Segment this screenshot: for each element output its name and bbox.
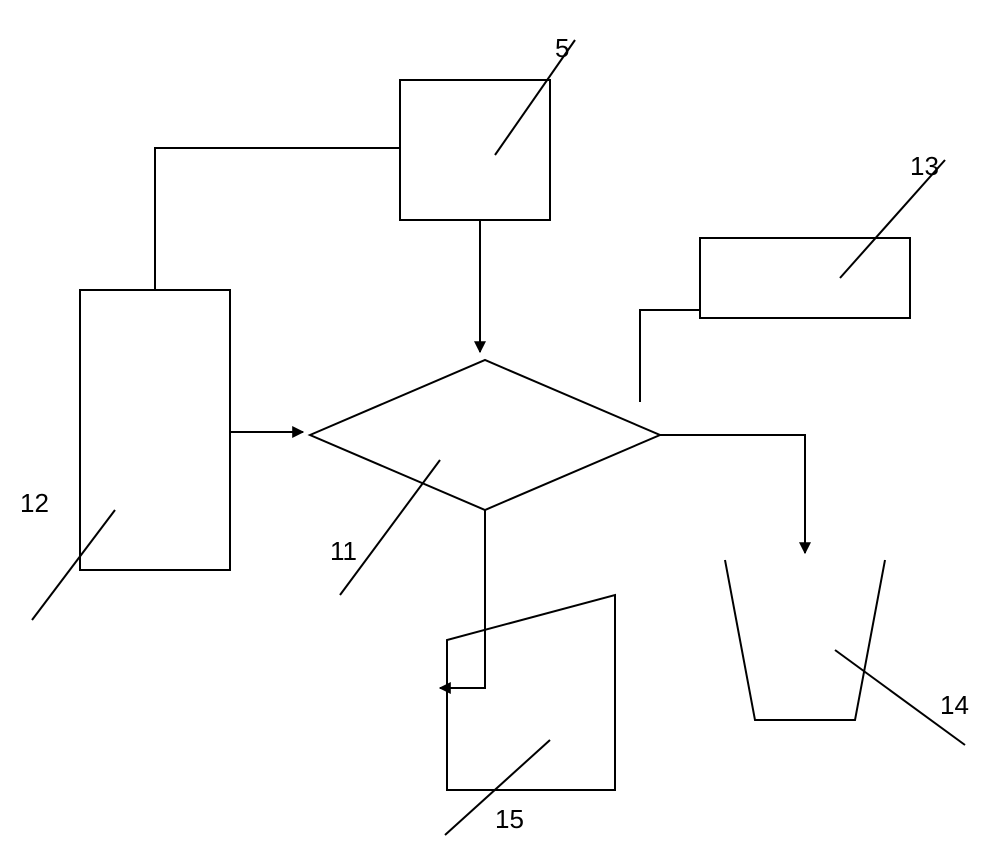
- edge-e11_to_14: [660, 435, 805, 553]
- node-box13: 13: [700, 151, 945, 318]
- node-trapezoid15: 15: [445, 595, 615, 835]
- node-label: 12: [20, 488, 49, 518]
- edge-e5_to_12: [155, 148, 400, 290]
- node-label: 11: [330, 536, 357, 566]
- node-label: 5: [555, 33, 569, 63]
- leader-line: [340, 460, 440, 595]
- leader-line: [32, 510, 115, 620]
- flowchart-diagram: 5 13 12 11 14 15: [0, 0, 1000, 854]
- node-box5: 5: [400, 33, 575, 220]
- node-box12: 12: [20, 290, 230, 620]
- node-bucket14: 14: [725, 560, 969, 745]
- edge-e13_to_11: [640, 310, 700, 402]
- node-label: 15: [495, 804, 524, 834]
- node-label: 13: [910, 151, 939, 181]
- node-label: 14: [940, 690, 969, 720]
